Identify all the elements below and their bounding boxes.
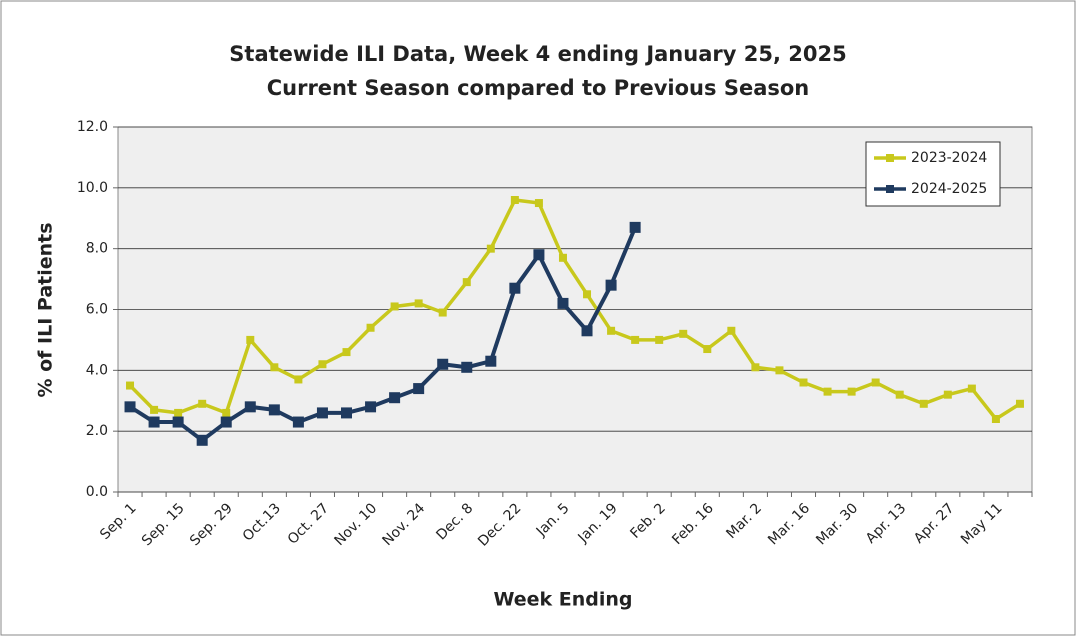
y-tick-label: 8.0 (86, 241, 108, 257)
marker (943, 390, 952, 399)
marker (510, 196, 519, 204)
marker (1015, 399, 1024, 408)
marker (727, 326, 736, 335)
marker (558, 253, 567, 262)
y-tick-label: 4.0 (86, 362, 108, 378)
marker (174, 408, 183, 417)
marker (605, 279, 617, 291)
marker (413, 383, 425, 395)
marker (390, 302, 399, 311)
marker (895, 390, 904, 399)
marker (823, 387, 832, 396)
y-axis-title: % of ILI Patients (35, 222, 57, 397)
marker (581, 325, 593, 337)
marker (268, 404, 280, 416)
marker (991, 415, 1000, 423)
marker (318, 360, 327, 369)
marker (366, 323, 375, 332)
marker (871, 378, 880, 387)
x-axis-title: Week Ending (493, 589, 632, 611)
marker (270, 363, 279, 372)
marker (751, 363, 760, 372)
y-tick-label: 12.0 (77, 119, 108, 135)
series-line (128, 226, 637, 443)
legend-swatch-marker (886, 154, 894, 162)
marker (919, 399, 928, 408)
marker (533, 249, 545, 261)
y-tick-label: 0.0 (86, 484, 108, 500)
marker (172, 416, 184, 428)
marker (246, 335, 255, 344)
marker (703, 345, 712, 354)
marker (534, 199, 543, 208)
marker (220, 416, 232, 428)
marker (341, 407, 352, 419)
legend-label: 2024-2025 (911, 181, 987, 197)
marker (222, 408, 231, 417)
legend-swatch-marker (886, 185, 894, 193)
chart-title: Statewide ILI Data, Week 4 ending Januar… (229, 42, 846, 66)
marker (198, 399, 207, 408)
marker (150, 405, 159, 414)
marker (583, 290, 592, 299)
marker (509, 282, 521, 294)
legend-label: 2023-2024 (911, 150, 987, 166)
y-tick-label: 6.0 (86, 302, 108, 318)
marker (316, 407, 328, 419)
marker (655, 335, 664, 344)
marker (124, 401, 136, 413)
marker (365, 401, 377, 413)
marker (148, 416, 160, 428)
marker (342, 348, 351, 357)
marker (294, 375, 303, 384)
marker (196, 434, 208, 446)
marker (461, 361, 473, 373)
marker (389, 392, 401, 404)
marker (292, 416, 304, 428)
marker (775, 366, 784, 375)
y-tick-label: 10.0 (77, 180, 108, 196)
marker (126, 381, 135, 390)
marker (485, 355, 497, 367)
y-tick-label: 2.0 (86, 423, 108, 439)
marker (462, 278, 471, 287)
marker (679, 329, 688, 338)
marker (847, 387, 856, 396)
marker (607, 326, 616, 335)
marker (629, 221, 641, 233)
marker (414, 299, 423, 308)
marker (486, 244, 495, 253)
marker (557, 297, 569, 309)
marker (438, 308, 447, 317)
marker (244, 401, 256, 413)
chart-subtitle: Current Season compared to Previous Seas… (267, 76, 810, 100)
marker (799, 378, 808, 387)
legend-box (865, 141, 1001, 207)
series-line (128, 198, 1021, 421)
marker (967, 384, 976, 393)
marker (437, 358, 449, 370)
marker (631, 335, 640, 344)
